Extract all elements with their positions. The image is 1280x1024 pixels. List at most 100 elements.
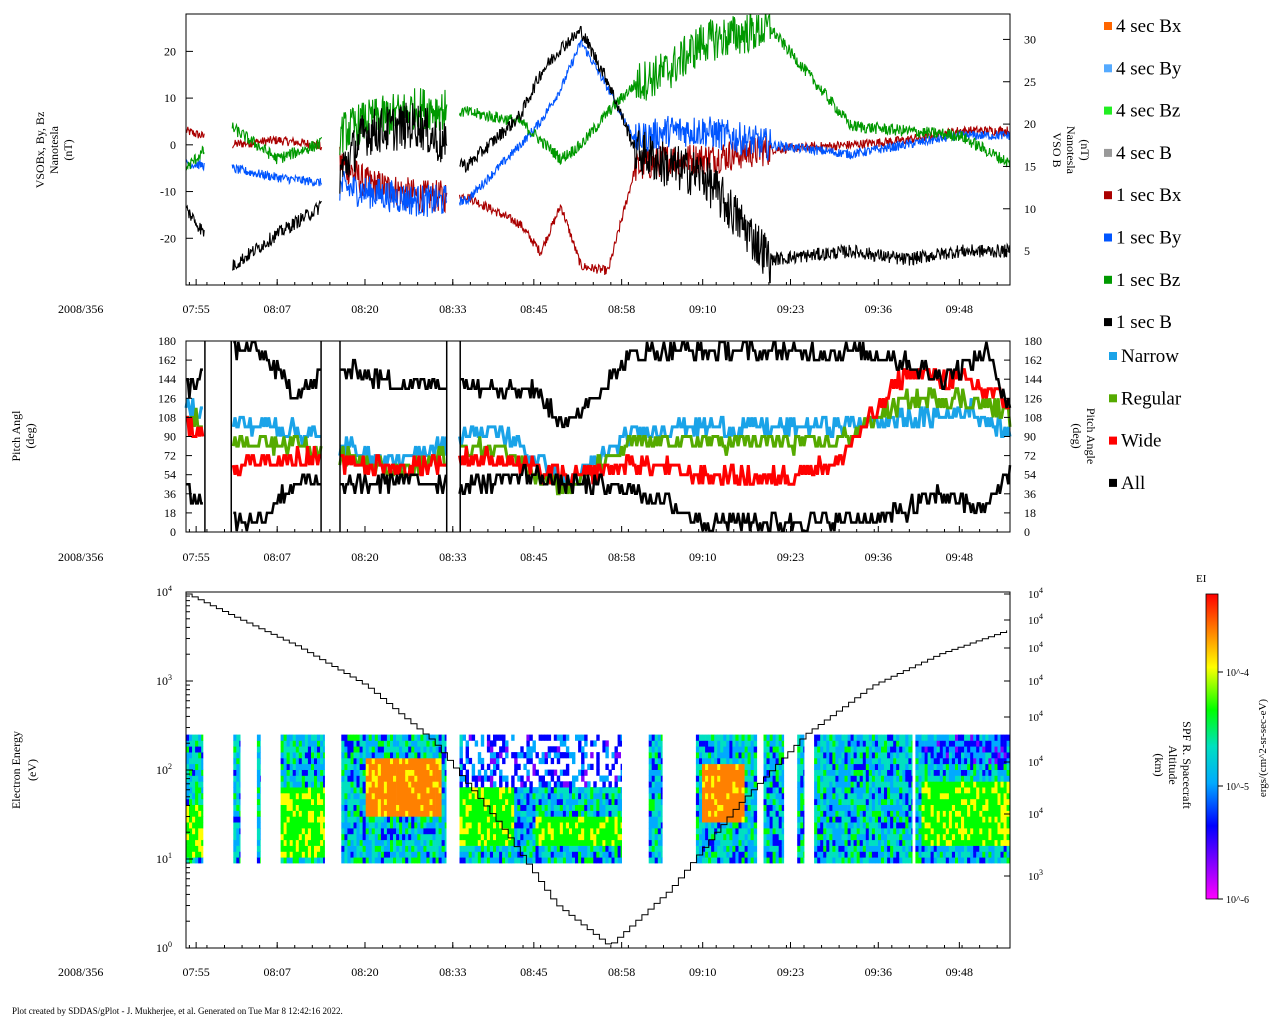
spectrogram-cell: [657, 793, 662, 800]
spectrogram-cell: [841, 752, 845, 759]
spectrogram-cell: [997, 734, 1001, 741]
spectrogram-cell: [850, 833, 854, 841]
spectrogram-cell: [414, 822, 418, 829]
spectrogram-cell: [511, 787, 515, 794]
spectrogram-cell: [435, 740, 439, 747]
spectrogram-cell: [838, 740, 842, 747]
spectrogram-cell: [887, 787, 891, 794]
spectrogram-cell: [483, 845, 488, 852]
spectrogram-cell: [835, 833, 839, 841]
spectrogram-cell: [714, 746, 718, 753]
spectrogram-cell: [307, 775, 312, 782]
spectrogram-cell: [295, 816, 300, 823]
spectrogram-cell: [186, 734, 190, 741]
spectrogram-cell: [405, 851, 409, 858]
spectrogram-cell: [763, 787, 767, 794]
spectrogram-cell: [432, 746, 436, 753]
spectrogram-cell: [420, 822, 424, 829]
spectrogram-cell: [371, 857, 376, 864]
spectrogram-cell: [438, 828, 442, 835]
spectrogram-cell: [772, 857, 776, 864]
spectrogram-cell: [823, 757, 827, 765]
spectrogram-cell: [286, 804, 290, 811]
spectrogram-cell: [826, 787, 830, 794]
spectrogram-cell: [396, 833, 400, 841]
spectrogram-cell: [881, 816, 885, 823]
spectrogram-cell: [915, 822, 919, 829]
spectrogram-cell: [377, 822, 382, 829]
spectrogram-cell: [438, 734, 442, 741]
spectrogram-cell: [958, 787, 962, 794]
spectrogram-cell: [350, 804, 354, 811]
spectrogram-cell: [511, 798, 515, 805]
spectrogram-cell: [853, 816, 857, 823]
spectrogram-cell: [976, 740, 980, 747]
spectrogram-cell: [368, 857, 373, 864]
spectrogram-cell: [593, 781, 597, 788]
spectrogram-cell: [462, 787, 466, 794]
spectrogram-cell: [657, 798, 662, 805]
spectrogram-cell: [657, 781, 662, 788]
spectrogram-cell: [444, 857, 447, 864]
spectrogram-cell: [353, 798, 357, 805]
spectrogram-cell: [423, 828, 427, 835]
spectrogram-cell: [803, 757, 805, 765]
spectrogram-cell: [301, 752, 306, 759]
spectrogram-cell: [964, 740, 968, 747]
spectrogram-cell: [486, 857, 491, 864]
spectrogram-cell: [948, 793, 953, 800]
spectrogram-cell: [477, 804, 482, 811]
spectrogram-cell: [411, 804, 415, 811]
spectrogram-cell: [280, 752, 284, 759]
spectrogram-cell: [955, 857, 959, 864]
spectrogram-cell: [985, 822, 989, 829]
spectrogram-cell: [444, 828, 447, 835]
spectrogram-cell: [189, 763, 193, 770]
spectrogram-cell: [868, 828, 873, 835]
spectrogram-cell: [884, 822, 888, 829]
spectrogram-cell: [1003, 822, 1007, 829]
spectrogram-cell: [547, 793, 552, 800]
spectrogram-cell: [862, 781, 867, 788]
spectrogram-cell: [426, 839, 430, 846]
spectrogram-cell: [459, 757, 463, 765]
spectrogram-cell: [945, 828, 950, 835]
spectrogram-cell: [902, 734, 906, 741]
spectrogram-cell: [763, 839, 767, 846]
spectrogram-cell: [823, 775, 827, 782]
spectrogram-cell: [820, 746, 824, 753]
spectrogram-cell: [711, 810, 715, 817]
spectrogram-cell: [964, 833, 968, 841]
spectrogram-cell: [520, 851, 524, 858]
spectrogram-cell: [474, 793, 479, 800]
spectrogram-cell: [905, 828, 909, 835]
spectrogram-cell: [823, 769, 827, 776]
spectrogram-cell: [841, 763, 845, 770]
spectrogram-cell: [493, 740, 497, 747]
spectrogram-cell: [714, 845, 718, 852]
spectrogram-cell: [236, 845, 240, 852]
spectrogram-cell: [602, 798, 606, 805]
spectrogram-cell: [565, 857, 570, 864]
spectrogram-cell: [994, 734, 998, 741]
spectrogram-cell: [660, 757, 663, 765]
spectrogram-cell: [970, 793, 974, 800]
spectrogram-cell: [480, 804, 485, 811]
spectrogram-cell: [462, 810, 466, 817]
spectrogram-cell: [896, 787, 900, 794]
spectrogram-cell: [702, 816, 706, 823]
spectrogram-cell: [493, 798, 497, 805]
spectrogram-cell: [408, 804, 412, 811]
spectrogram-cell: [797, 787, 801, 794]
spectrogram-cell: [778, 822, 783, 829]
spectrogram-cell: [832, 769, 836, 776]
spectrogram-cell: [988, 833, 992, 841]
spectrogram-cell: [948, 746, 953, 753]
spectrogram-cell: [307, 746, 312, 753]
spectrogram-cell: [423, 787, 427, 794]
spectrogram-cell: [772, 781, 776, 788]
spectrogram-cell: [608, 839, 612, 846]
spectrogram-cell: [958, 757, 962, 765]
spectrogram-cell: [887, 734, 891, 741]
